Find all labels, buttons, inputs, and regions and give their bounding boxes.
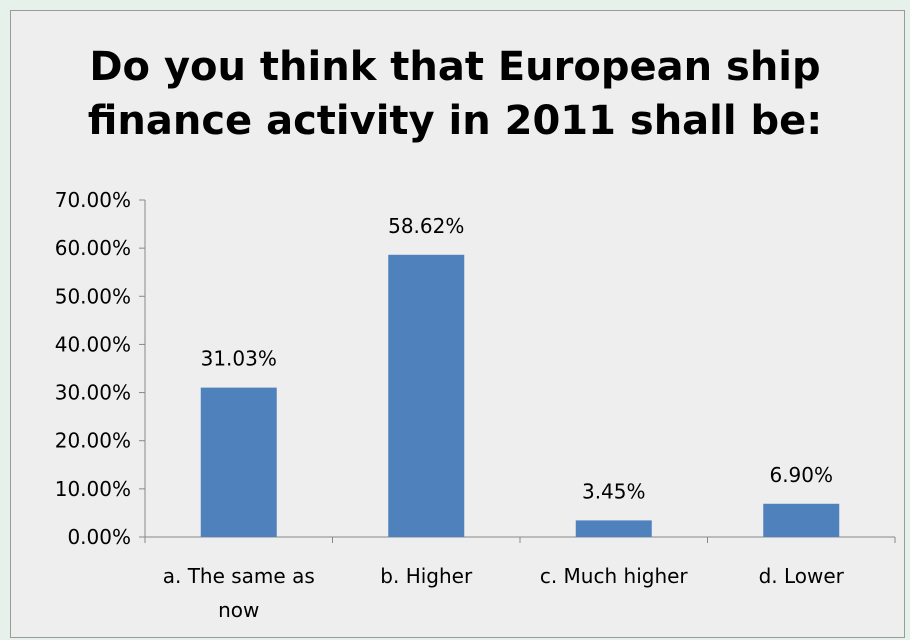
x-category-label: a. The same as (163, 564, 315, 588)
chart-title-line-2: finance activity in 2011 shall be: (87, 98, 823, 144)
x-category-label: b. Higher (380, 564, 473, 588)
chart-axes: 0.00% 10.00% 20.00% 30.00% 40.00% 50.00% 60.00… (55, 188, 896, 549)
y-tick-label: 40.00% (55, 332, 131, 356)
x-category-label: now (218, 598, 259, 622)
bar (200, 387, 277, 537)
chart-labels: 31.03% a. The same as now 58.62% b. Higher 3.… (163, 214, 845, 622)
data-label: 58.62% (388, 214, 464, 238)
bar (575, 520, 652, 537)
x-category-label: d. Lower (759, 564, 845, 588)
data-label: 6.90% (769, 463, 833, 487)
x-category-label: c. Much higher (540, 564, 689, 588)
chart-title: Do you think that European ship finance … (0, 40, 910, 148)
bar (763, 503, 840, 537)
y-tick-label: 50.00% (55, 284, 131, 308)
data-label: 3.45% (582, 479, 646, 503)
y-tick-label: 70.00% (55, 188, 131, 212)
chart-title-line-1: Do you think that European ship (89, 44, 821, 90)
y-tick-label: 20.00% (55, 429, 131, 453)
data-label: 31.03% (201, 347, 277, 371)
y-tick-label: 30.00% (55, 381, 131, 405)
y-tick-label: 60.00% (55, 236, 131, 260)
chart-bars (200, 254, 840, 538)
y-tick-label: 10.00% (55, 477, 131, 501)
y-tick-label: 0.00% (67, 525, 131, 549)
bar (388, 254, 465, 538)
